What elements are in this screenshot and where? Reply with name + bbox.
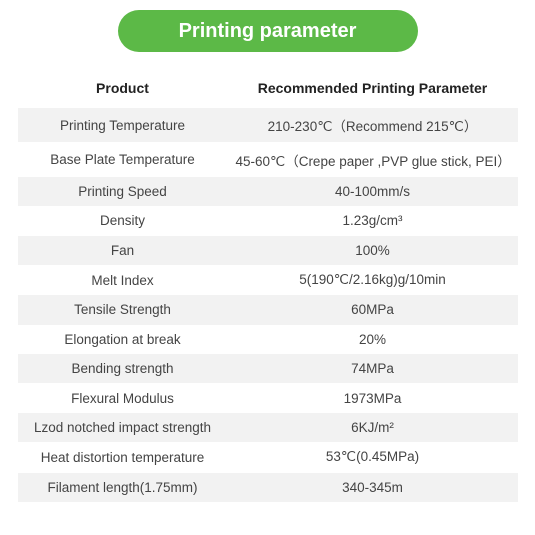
table-row: Heat distortion temperature53℃(0.45MPa): [18, 442, 518, 472]
row-label: Flexural Modulus: [18, 383, 228, 412]
row-label: Density: [18, 206, 228, 235]
row-label: Tensile Strength: [18, 295, 228, 324]
table-row: Base Plate Temperature45-60℃（Crepe paper…: [18, 142, 518, 176]
row-label: Printing Temperature: [18, 108, 228, 142]
row-label: Base Plate Temperature: [18, 142, 228, 176]
table-row: Melt Index5(190℃/2.16kg)g/10min: [18, 265, 518, 295]
table-row: Elongation at break20%: [18, 325, 518, 354]
header-title: Printing parameter: [179, 20, 357, 43]
row-label: Melt Index: [18, 265, 228, 295]
parameter-table: Product Recommended Printing Parameter P…: [18, 70, 518, 502]
row-value: 210-230℃（Recommend 215℃）: [228, 108, 518, 142]
table-row: Bending strength74MPa: [18, 354, 518, 383]
header-pill: Printing parameter: [118, 10, 418, 52]
row-value: 20%: [228, 325, 518, 354]
column-header-recommended: Recommended Printing Parameter: [228, 70, 518, 108]
row-label: Filament length(1.75mm): [18, 473, 228, 502]
row-label: Heat distortion temperature: [18, 442, 228, 472]
table-row: Flexural Modulus1973MPa: [18, 383, 518, 412]
row-value: 40-100mm/s: [228, 177, 518, 206]
table-row: Filament length(1.75mm)340-345m: [18, 473, 518, 502]
row-label: Bending strength: [18, 354, 228, 383]
row-label: Lzod notched impact strength: [18, 413, 228, 442]
table-header-row: Product Recommended Printing Parameter: [18, 70, 518, 108]
row-value: 100%: [228, 236, 518, 265]
row-value: 45-60℃（Crepe paper ,PVP glue stick, PEI）: [228, 142, 518, 176]
row-label: Printing Speed: [18, 177, 228, 206]
row-label: Fan: [18, 236, 228, 265]
row-value: 1973MPa: [228, 383, 518, 412]
row-value: 60MPa: [228, 295, 518, 324]
table-row: Density1.23g/cm³: [18, 206, 518, 235]
row-value: 340-345m: [228, 473, 518, 502]
row-value: 1.23g/cm³: [228, 206, 518, 235]
table-row: Fan100%: [18, 236, 518, 265]
row-value: 6KJ/m²: [228, 413, 518, 442]
table-row: Lzod notched impact strength6KJ/m²: [18, 413, 518, 442]
column-header-product: Product: [18, 70, 228, 108]
table-row: Tensile Strength60MPa: [18, 295, 518, 324]
row-value: 74MPa: [228, 354, 518, 383]
row-value: 53℃(0.45MPa): [228, 442, 518, 472]
row-value: 5(190℃/2.16kg)g/10min: [228, 265, 518, 295]
table-row: Printing Temperature210-230℃（Recommend 2…: [18, 108, 518, 142]
table-row: Printing Speed40-100mm/s: [18, 177, 518, 206]
row-label: Elongation at break: [18, 325, 228, 354]
